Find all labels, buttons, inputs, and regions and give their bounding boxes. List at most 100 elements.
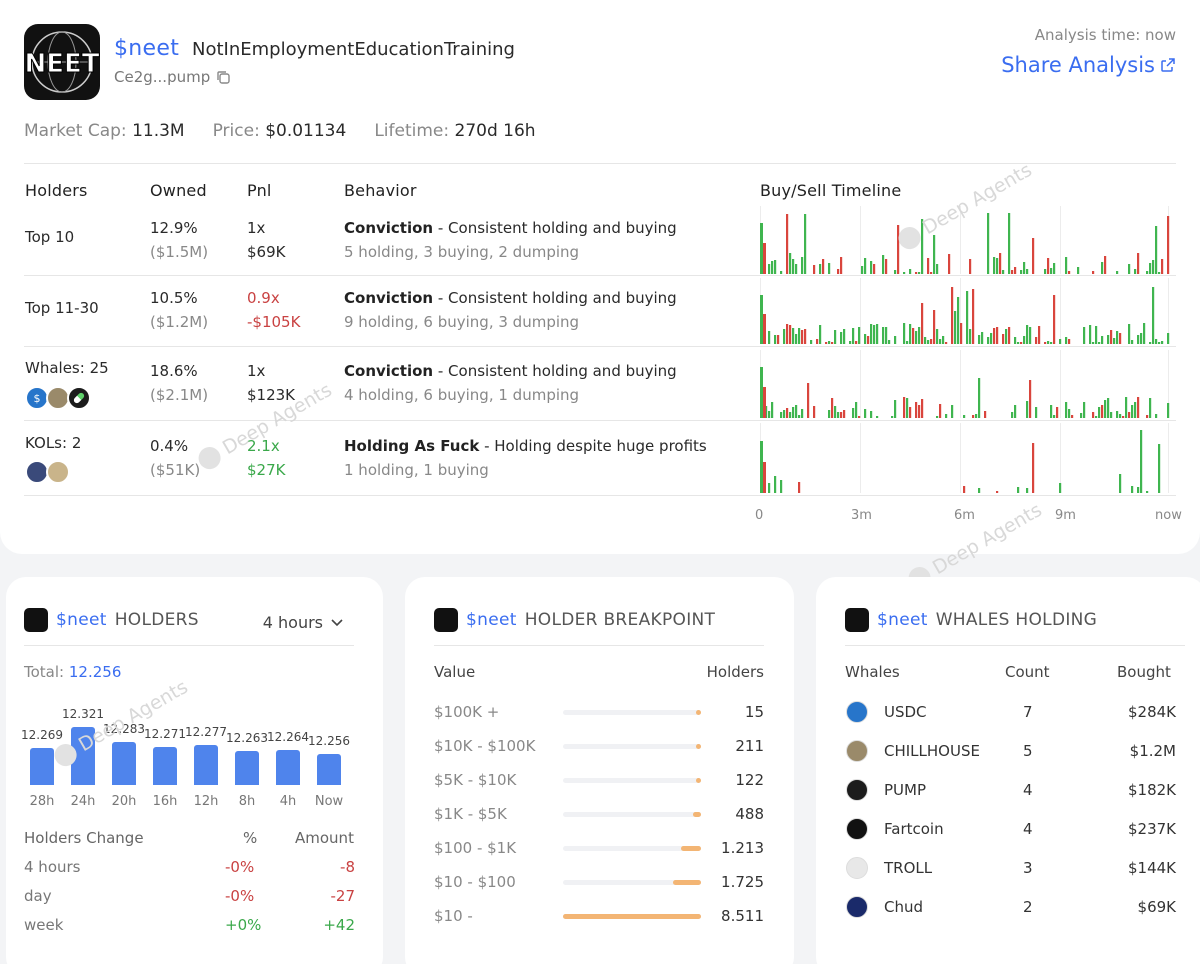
breakpoint-holders: 15 [744, 703, 764, 721]
breakpoint-range: $10 - [434, 907, 473, 925]
buy-mark [1098, 342, 1101, 344]
buy-mark [1140, 430, 1143, 493]
row-divider [24, 495, 1176, 496]
timeline-tick: 0 [755, 508, 764, 523]
behavior-detail: 9 holding, 6 buying, 3 dumping [344, 313, 580, 331]
sell-mark [1092, 271, 1095, 274]
pct-header: % [243, 829, 258, 847]
holders-bar[interactable] [235, 751, 259, 785]
sell-mark [915, 272, 918, 274]
token-analysis-panel: NEET $neet NotInEmploymentEducationTrain… [0, 0, 1200, 594]
token-address[interactable]: Ce2g...pump [114, 68, 231, 86]
buy-mark [1035, 407, 1038, 418]
sell-mark [960, 323, 963, 344]
behavior-desc: - Consistent holding and buying [433, 219, 677, 237]
holders-bar-value: 12.271 [144, 727, 186, 741]
sell-mark [1038, 326, 1041, 344]
buy-mark [921, 219, 924, 274]
whale-token-name[interactable]: CHILLHOUSE [884, 742, 980, 760]
breakpoint-bar-fill [696, 744, 701, 749]
token-logo: NEET [24, 24, 100, 100]
whale-token-name[interactable]: USDC [884, 703, 927, 721]
buy-mark [1014, 405, 1017, 418]
buy-mark [870, 261, 873, 274]
buy-mark [792, 259, 795, 274]
sell-mark [798, 482, 801, 493]
holders-bar-label: 12h [193, 794, 219, 809]
buy-mark [1104, 400, 1107, 418]
buy-mark [1011, 412, 1014, 418]
buy-mark [927, 340, 930, 344]
pnl-usd: $69K [247, 243, 286, 261]
whale-token-icon [846, 779, 868, 801]
divider [24, 645, 354, 646]
sell-mark [927, 258, 930, 274]
buy-mark [1083, 327, 1086, 344]
holders-bar[interactable] [153, 747, 177, 785]
holders-bar[interactable] [194, 745, 218, 785]
buy-mark [891, 416, 894, 418]
buy-mark [1149, 342, 1152, 344]
whale-token-name[interactable]: Fartcoin [884, 820, 944, 838]
buy-mark [1053, 415, 1056, 418]
sell-mark [816, 339, 819, 344]
breakpoint-holders: 1.213 [721, 839, 764, 857]
share-analysis-link[interactable]: Share Analysis [1001, 53, 1176, 77]
whale-token-icon [846, 740, 868, 762]
sell-mark [763, 462, 766, 493]
buy-mark [1101, 262, 1104, 274]
buy-mark [894, 270, 897, 274]
buy-mark [909, 324, 912, 344]
holders-bar[interactable] [112, 742, 136, 785]
buy-mark [882, 327, 885, 344]
buy-mark [1128, 264, 1131, 274]
timeline-svg [760, 423, 1169, 493]
copy-icon[interactable] [216, 70, 231, 85]
behavior-title: Conviction [344, 362, 434, 380]
holders-bar[interactable] [317, 754, 341, 785]
pnl-multiple: 0.9x [247, 289, 280, 307]
behavior-summary: Holding As Fuck - Holding despite huge p… [344, 434, 707, 458]
buy-mark [1161, 341, 1164, 344]
buy-mark [783, 329, 786, 344]
row-divider [24, 420, 1176, 421]
buy-mark [894, 400, 897, 418]
holders-bar[interactable] [71, 727, 95, 785]
whales-header: Whales [845, 663, 900, 681]
whale-token-name[interactable]: TROLL [884, 859, 933, 877]
breakpoint-holders: 488 [735, 805, 764, 823]
breakpoint-bar-track [563, 744, 701, 749]
holders-bar[interactable] [276, 750, 300, 785]
buy-mark [957, 297, 960, 344]
buy-mark [936, 416, 939, 418]
holders-bar-value: 12.277 [185, 725, 227, 739]
sell-mark [1011, 270, 1014, 274]
breakpoint-bar-track [563, 880, 701, 885]
row-group-label: Top 11-30 [25, 299, 99, 317]
kol-avatar[interactable] [46, 460, 70, 484]
whale-count: 2 [1023, 898, 1033, 916]
buy-mark [1110, 412, 1113, 418]
buy-mark [780, 271, 783, 274]
buy-mark [768, 264, 771, 274]
pnl-usd: -$105K [247, 313, 301, 331]
buy-mark [1077, 267, 1080, 274]
buy-mark [876, 324, 879, 344]
token-stats: Market Cap: 11.3M Price: $0.01134 Lifeti… [24, 121, 536, 141]
sell-mark [909, 407, 912, 418]
sell-mark [1044, 342, 1047, 344]
whale-token-name[interactable]: Chud [884, 898, 924, 916]
buy-mark [849, 341, 852, 344]
breakpoint-range: $10 - $100 [434, 873, 516, 891]
buy-mark [768, 331, 771, 344]
interval-select[interactable]: 4 hours [263, 613, 343, 632]
buy-mark [1119, 414, 1122, 418]
sell-mark [1032, 238, 1035, 274]
buy-mark [771, 261, 774, 274]
sell-mark [969, 259, 972, 274]
holders-bar[interactable] [30, 748, 54, 785]
whale-token-name[interactable]: PUMP [884, 781, 927, 799]
owned-pct: 0.4% [150, 437, 189, 455]
whale-count: 5 [1023, 742, 1033, 760]
buy-mark [1158, 272, 1161, 274]
